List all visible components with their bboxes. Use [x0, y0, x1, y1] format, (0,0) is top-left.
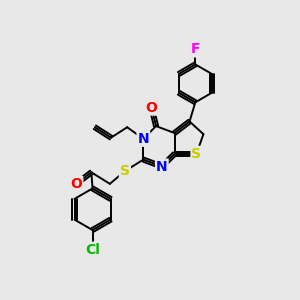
Text: S: S: [120, 164, 130, 178]
Text: O: O: [70, 177, 82, 191]
Text: O: O: [146, 100, 158, 115]
Text: Cl: Cl: [85, 243, 100, 257]
Text: N: N: [137, 132, 149, 146]
Text: S: S: [191, 147, 202, 161]
Text: N: N: [156, 160, 168, 173]
Text: F: F: [190, 42, 200, 56]
